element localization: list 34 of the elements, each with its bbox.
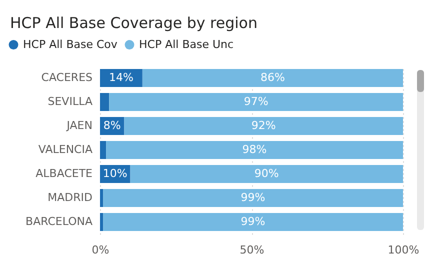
- y-tick-label: ALBACETE: [36, 167, 93, 180]
- bar: [124, 117, 403, 135]
- legend-label: HCP All Base Unc: [139, 38, 234, 51]
- data-label: 14%: [108, 71, 134, 84]
- data-label: 99%: [240, 191, 266, 204]
- chart-title: HCP All Base Coverage by region: [10, 14, 258, 32]
- bar: [100, 213, 104, 231]
- bar: [100, 141, 106, 159]
- bar: [109, 93, 403, 111]
- y-tick-label: BARCELONA: [26, 215, 93, 228]
- y-tick-label: JAEN: [66, 119, 92, 132]
- bar: [100, 93, 110, 111]
- y-tick-label: MADRID: [48, 191, 92, 204]
- bar: [106, 141, 403, 159]
- data-label: 10%: [102, 167, 128, 180]
- x-tick-label: 50%: [240, 244, 264, 256]
- bar: [103, 213, 403, 231]
- x-tick-label: 100%: [388, 244, 420, 256]
- data-label: 92%: [251, 119, 276, 132]
- bar: [100, 189, 104, 207]
- data-label: 86%: [260, 71, 285, 84]
- data-label: 97%: [244, 95, 268, 108]
- bar: [130, 165, 403, 183]
- y-tick-label: CACERES: [41, 71, 93, 84]
- x-tick-label: 0%: [92, 244, 110, 256]
- data-label: 8%: [103, 119, 121, 132]
- data-label: 99%: [240, 215, 266, 228]
- data-label: 90%: [254, 167, 279, 180]
- y-tick-label: SEVILLA: [48, 95, 93, 108]
- bar: [142, 69, 403, 87]
- bar: [103, 189, 403, 207]
- y-tick-label: VALENCIA: [38, 143, 93, 156]
- legend-label: HCP All Base Cov: [23, 38, 118, 51]
- data-label: 98%: [242, 143, 267, 156]
